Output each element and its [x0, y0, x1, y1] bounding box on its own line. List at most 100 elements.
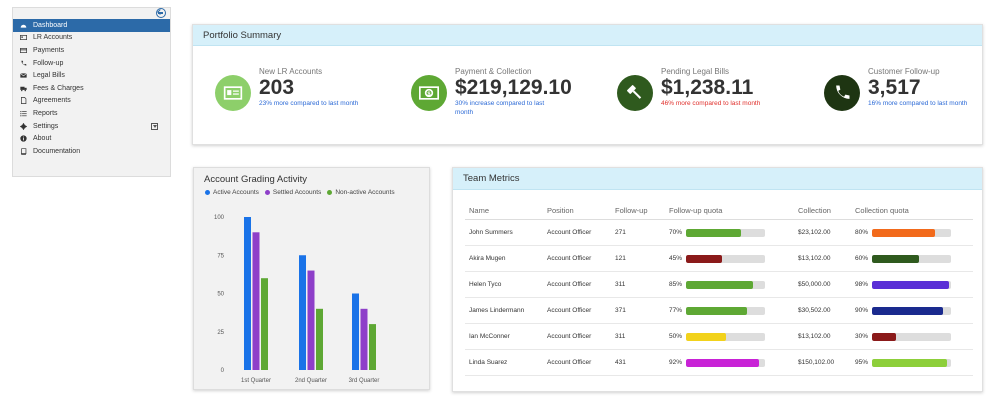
grading-title: Account Grading Activity: [204, 174, 307, 185]
sidebar-item-label: Documentation: [33, 147, 81, 155]
bar-settled-accounts-1[interactable]: [252, 232, 260, 370]
sidebar-item-legal-bills[interactable]: Legal Bills: [13, 69, 170, 82]
progress-fill: [686, 280, 754, 289]
sidebar-item-reports[interactable]: Reports: [13, 107, 170, 120]
table-row[interactable]: Akira Mugen Account Officer 121 45% $13,102.…: [465, 246, 973, 272]
legend-swatch: [327, 190, 333, 195]
progress-fill: [872, 280, 950, 289]
followup-cell: 371: [615, 307, 626, 314]
bar-active-accounts-1[interactable]: [244, 217, 251, 370]
envelope-icon: [19, 72, 27, 80]
progress-fill: [686, 332, 726, 341]
table-row[interactable]: John Summers Account Officer 271 70% $23,102…: [465, 220, 973, 246]
document-icon: [19, 97, 27, 105]
column-header[interactable]: Position: [547, 205, 574, 215]
stat-label: Payment & Collection: [455, 67, 532, 76]
progress-bar: [686, 306, 765, 315]
phone-icon: [19, 59, 27, 67]
stat-label: New LR Accounts: [259, 67, 323, 76]
column-header[interactable]: Collection: [798, 205, 831, 215]
followup-quota-cell: 92%: [669, 358, 798, 367]
progress-bar: [686, 254, 765, 263]
followup-quota-cell: 77%: [669, 306, 798, 315]
progress-bar: [686, 332, 765, 341]
column-header[interactable]: Follow-up: [615, 205, 648, 215]
bar-non-active-accounts-3[interactable]: [369, 324, 376, 370]
progress-fill: [686, 358, 759, 367]
column-header[interactable]: Collection quota: [855, 205, 909, 215]
id-card-icon: [215, 75, 251, 111]
followup-quota-cell: 85%: [669, 280, 798, 289]
bar-non-active-accounts-2[interactable]: [316, 308, 323, 370]
table-row[interactable]: Ian McConner Account Officer 311 50% $13,102…: [465, 324, 973, 350]
x-tick-label: 1st Quarter: [241, 378, 271, 384]
progress-bar: [872, 280, 951, 289]
legend-item[interactable]: Active Accounts: [205, 189, 259, 196]
progress-fill: [872, 358, 948, 367]
name-cell: Helen Tyco: [469, 281, 502, 288]
table-row[interactable]: James Lindermann Account Officer 371 77% $30…: [465, 298, 973, 324]
sidebar-item-label: Follow-up: [33, 59, 64, 67]
sidebar-item-fees-charges[interactable]: Fees & Charges: [13, 82, 170, 95]
quota-percent: 90%: [855, 307, 869, 314]
quota-percent: 30%: [855, 333, 869, 340]
collapse-sidebar-icon[interactable]: [156, 8, 166, 18]
followup-quota-cell: 70%: [669, 228, 798, 237]
sidebar-item-label: Payments: [33, 46, 65, 54]
followup-cell: 271: [615, 229, 626, 236]
stat-value: 203: [259, 76, 295, 99]
collection-cell: $13,102.00: [798, 255, 831, 262]
legend-item[interactable]: Settled Accounts: [264, 189, 321, 196]
table-row[interactable]: Linda Suarez Account Officer 431 92% $150,10…: [465, 350, 973, 376]
sidebar-item-label: Settings: [33, 122, 59, 130]
bar-active-accounts-3[interactable]: [352, 293, 359, 371]
quota-percent: 95%: [855, 359, 869, 366]
sidebar-item-documentation[interactable]: Documentation: [13, 145, 170, 158]
stat-note: 23% more compared to last month: [259, 100, 359, 107]
x-tick-label: 3rd Quarter: [349, 378, 380, 384]
position-cell: Account Officer: [547, 333, 592, 340]
progress-bar: [872, 254, 951, 263]
y-tick-label: 100: [214, 215, 225, 221]
dashboard-icon: [19, 21, 27, 29]
info-icon: [19, 135, 27, 143]
bar-active-accounts-2[interactable]: [299, 255, 306, 370]
stat-note: 46% more compared to last month: [661, 100, 761, 107]
legend-item[interactable]: Non-active Accounts: [327, 189, 395, 196]
bar-settled-accounts-3[interactable]: [360, 308, 368, 370]
bar-non-active-accounts-1[interactable]: [261, 278, 268, 370]
legend-label: Non-active Accounts: [335, 189, 395, 196]
expand-icon[interactable]: [151, 122, 158, 130]
id-card-icon: [19, 34, 27, 42]
sidebar-item-lr-accounts[interactable]: LR Accounts: [13, 32, 170, 45]
progress-bar: [872, 306, 951, 315]
followup-quota-cell: 45%: [669, 254, 798, 263]
quota-percent: 60%: [855, 255, 869, 262]
sidebar-item-dashboard[interactable]: Dashboard: [13, 19, 170, 32]
position-cell: Account Officer: [547, 307, 592, 314]
collection-cell: $13,102.00: [798, 333, 831, 340]
portfolio-summary-title: Portfolio Summary: [193, 25, 982, 46]
column-header[interactable]: Follow-up quota: [669, 205, 723, 215]
phone-icon: [824, 75, 860, 111]
sidebar-item-payments[interactable]: Payments: [13, 44, 170, 57]
followup-cell: 311: [615, 333, 626, 340]
stat-value: $1,238.11: [661, 76, 754, 99]
collection-quota-cell: 60%: [855, 254, 965, 263]
stat-new-lr-accounts: New LR Accounts 203 23% more compared to l…: [215, 67, 359, 111]
stat-note: 16% more compared to last month: [868, 100, 968, 107]
sidebar-item-about[interactable]: About: [13, 132, 170, 145]
progress-bar: [872, 332, 951, 341]
stat-payment-collection: $ Payment & Collection $219,129.10 30% incr…: [411, 67, 572, 117]
table-row[interactable]: Helen Tyco Account Officer 311 85% $50,000.0…: [465, 272, 973, 298]
collection-quota-cell: 98%: [855, 280, 965, 289]
sidebar-item-agreements[interactable]: Agreements: [13, 95, 170, 108]
collection-cell: $30,502.00: [798, 307, 831, 314]
bar-settled-accounts-2[interactable]: [307, 270, 315, 370]
sidebar-item-settings[interactable]: Settings: [13, 120, 170, 133]
team-metrics-title: Team Metrics: [453, 168, 982, 190]
chart-legend: Active Accounts Settled Accounts Non-activ…: [205, 189, 395, 196]
column-header[interactable]: Name: [469, 205, 490, 215]
stat-pending-legal-bills: Pending Legal Bills $1,238.11 46% more com…: [617, 67, 761, 111]
sidebar-item-follow-up[interactable]: Follow-up: [13, 57, 170, 70]
